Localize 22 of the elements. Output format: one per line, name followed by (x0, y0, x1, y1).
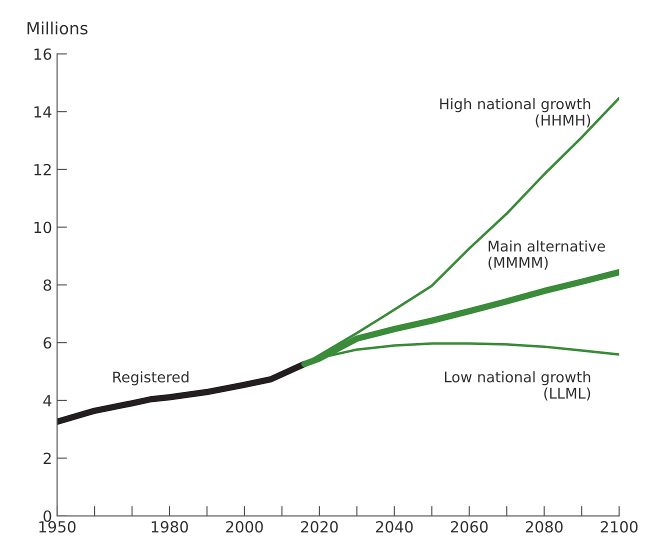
y-tick-label: 12 (34, 164, 51, 176)
x-tick-label: 1980 (152, 521, 188, 533)
x-tick-label: 1950 (39, 521, 76, 533)
x-tick-label: 2060 (450, 521, 488, 533)
x-tick-label: 2000 (226, 521, 263, 533)
y-tick-label: 14 (34, 106, 52, 118)
y-tick-label: 2 (44, 452, 51, 464)
series-label: Main alternative (MMMM) (488, 240, 605, 270)
x-tick-label: 2080 (526, 521, 563, 533)
series-label: High national growth (HHMH) (440, 98, 590, 128)
y-tick-label: 0 (44, 510, 52, 522)
series-label: Registered (113, 371, 188, 386)
x-tick-label: 2020 (301, 521, 338, 533)
x-tick-label: 2040 (376, 521, 413, 533)
y-tick-label: 10 (34, 222, 52, 234)
y-tick-label: 4 (43, 395, 52, 406)
x-tick-label: 2100 (600, 521, 638, 533)
y-tick-label: 8 (44, 279, 52, 291)
y-axis-title: Millions (28, 22, 88, 34)
y-tick-label: 6 (44, 337, 52, 349)
y-tick-label: 16 (34, 48, 52, 60)
series-label: Low national growth (LLML) (444, 371, 590, 400)
